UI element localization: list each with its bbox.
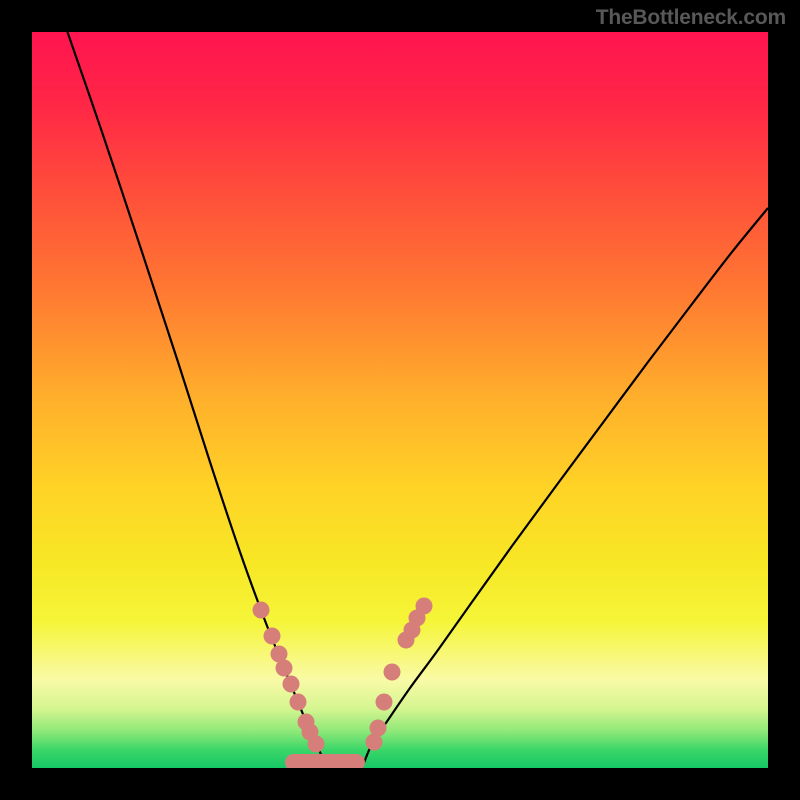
- data-point: [283, 676, 300, 693]
- data-point: [290, 694, 307, 711]
- chart-svg: [32, 32, 768, 768]
- gradient-background: [32, 32, 768, 768]
- data-point: [253, 602, 270, 619]
- data-point: [276, 660, 293, 677]
- data-point: [366, 734, 383, 751]
- chart-container: TheBottleneck.com: [0, 0, 800, 800]
- watermark-text: TheBottleneck.com: [596, 6, 786, 30]
- data-point: [308, 736, 325, 753]
- data-point: [398, 632, 415, 649]
- data-point: [376, 694, 393, 711]
- plot-area: [32, 32, 768, 768]
- data-capsule: [285, 754, 365, 768]
- data-point: [264, 628, 281, 645]
- data-point: [384, 664, 401, 681]
